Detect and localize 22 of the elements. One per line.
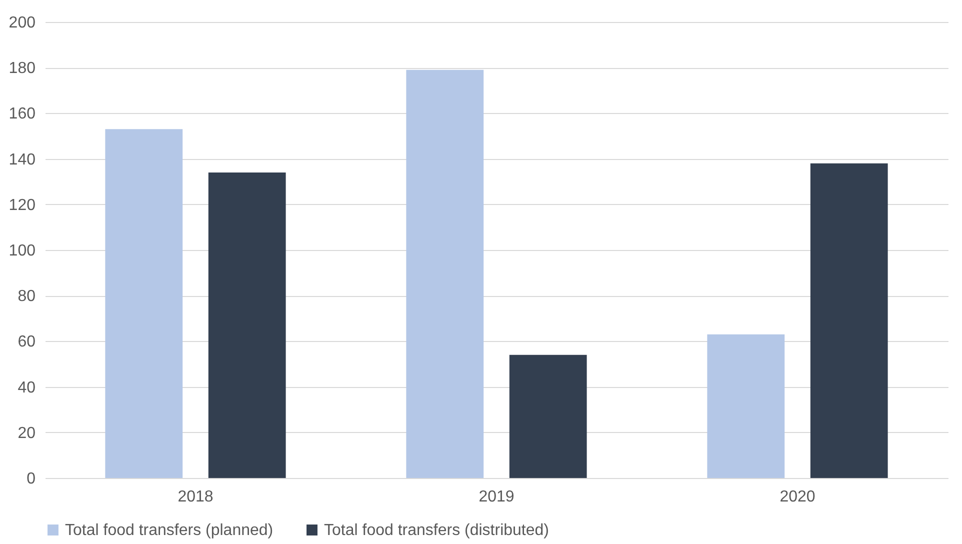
y-tick-label: 140	[8, 151, 36, 168]
y-tick-label: 160	[8, 106, 36, 123]
y-tick-label: 20	[18, 424, 36, 442]
bar	[509, 354, 587, 478]
x-tick-label: 2020	[780, 488, 816, 506]
bar	[810, 163, 888, 478]
y-tick-label: 100	[8, 242, 36, 260]
legend-label: Total food transfers (planned)	[65, 522, 274, 539]
y-tick-label: 120	[8, 196, 36, 214]
x-tick-label: 2019	[478, 488, 514, 506]
y-tick-label: 80	[18, 288, 36, 306]
bar	[707, 334, 785, 478]
y-tick-label: 180	[8, 60, 36, 78]
y-tick-label: 0	[26, 470, 36, 488]
bar	[406, 70, 484, 478]
bar	[208, 172, 286, 478]
y-tick-label: 40	[18, 379, 36, 396]
x-tick-label: 2018	[178, 488, 214, 506]
y-tick-label: 60	[18, 334, 36, 351]
bar	[105, 129, 183, 478]
y-tick-label: 200	[8, 14, 36, 32]
legend-label: Total food transfers (distributed)	[324, 522, 549, 539]
